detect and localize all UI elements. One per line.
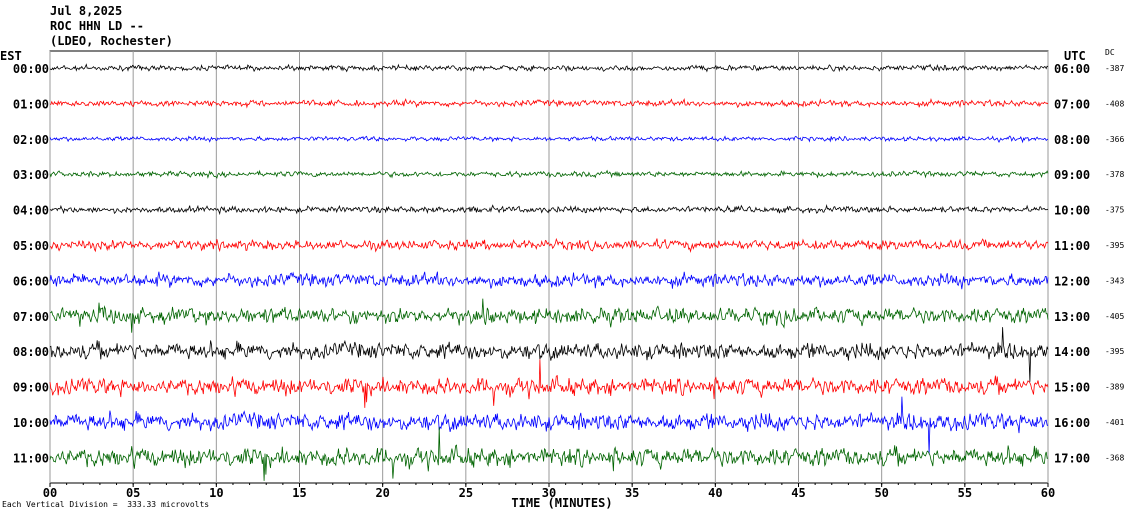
grid (49, 50, 1049, 487)
trace-1500 (49, 359, 1049, 408)
est-hour-label: 04:00 (13, 204, 49, 218)
trace-1100 (49, 237, 1049, 253)
est-hour-label: 08:00 (13, 345, 49, 359)
x-tick-label: 35 (625, 486, 639, 500)
est-hour-label: 01:00 (13, 97, 49, 111)
est-hour-label: 02:00 (13, 133, 49, 147)
utc-hour-label: 09:00 (1054, 168, 1090, 182)
trace-1400 (49, 327, 1049, 382)
dc-offset-label: -405 (1105, 312, 1124, 321)
est-hour-label: 07:00 (13, 310, 49, 324)
est-hour-label: 03:00 (13, 168, 49, 182)
utc-hour-label: 13:00 (1054, 310, 1090, 324)
x-tick-label: 00 (43, 486, 57, 500)
utc-hour-label: 11:00 (1054, 239, 1090, 253)
station-label: ROC HHN LD -- (50, 19, 144, 33)
date-label: Jul 8,2025 (50, 4, 123, 18)
dc-offset-label: -366 (1105, 135, 1124, 144)
est-hour-label: 09:00 (13, 381, 49, 395)
source-label: (LDEO, Rochester) (50, 34, 173, 48)
utc-hour-label: 15:00 (1054, 381, 1090, 395)
est-hour-label: 10:00 (13, 416, 49, 430)
dc-offset-label: -395 (1105, 347, 1124, 356)
x-axis-label: TIME (MINUTES) (511, 496, 612, 510)
x-tick-label: 10 (209, 486, 223, 500)
dc-offset-label: -387 (1105, 64, 1124, 73)
dc-offset-label: -378 (1105, 170, 1124, 179)
dc-offset-label: -408 (1105, 99, 1124, 108)
trace-1600 (49, 396, 1049, 455)
utc-hour-label: 16:00 (1054, 416, 1090, 430)
dc-offset-label: -368 (1105, 453, 1124, 462)
dc-offset-label: -375 (1105, 206, 1124, 215)
dc-offset-label: -343 (1105, 276, 1124, 285)
utc-hour-label: 10:00 (1054, 204, 1090, 218)
x-tick-label: 45 (791, 486, 805, 500)
est-hour-label: 05:00 (13, 239, 49, 253)
est-hour-label: 06:00 (13, 274, 49, 288)
dc-offset-label: -401 (1105, 418, 1124, 427)
est-hour-label: 00:00 (13, 62, 49, 76)
dc-offset-label: -389 (1105, 383, 1124, 392)
dc-title: DC (1105, 48, 1115, 57)
trace-0700 (49, 97, 1049, 109)
x-tick-label: 25 (459, 486, 473, 500)
est-title: EST (0, 49, 22, 63)
trace-1200 (49, 271, 1049, 290)
trace-0600 (50, 63, 1049, 73)
labels: 00 05 10 15 20 25 30 35 40 45 50 55 60 TIME (MINUTES)… (13, 62, 1125, 510)
utc-hour-label: 12:00 (1054, 274, 1090, 288)
utc-hour-label: 08:00 (1054, 133, 1090, 147)
trace-1000 (49, 204, 1049, 216)
x-tick-label: 05 (126, 486, 140, 500)
scale-note: Each Vertical Division = 333.33 microvol… (2, 500, 210, 509)
traces (49, 63, 1049, 481)
utc-hour-label: 17:00 (1054, 451, 1090, 465)
x-tick-label: 30 (542, 486, 556, 500)
utc-hour-label: 14:00 (1054, 345, 1090, 359)
trace-0800 (49, 135, 1049, 144)
x-tick-label: 55 (958, 486, 972, 500)
dc-offset-label: -395 (1105, 241, 1124, 250)
x-tick-label: 40 (708, 486, 722, 500)
utc-hour-label: 06:00 (1054, 62, 1090, 76)
utc-title: UTC (1064, 49, 1086, 63)
utc-hour-label: 07:00 (1054, 97, 1090, 111)
est-hour-label: 11:00 (13, 451, 49, 465)
x-tick-label: 60 (1041, 486, 1055, 500)
x-tick-label: 15 (292, 486, 306, 500)
trace-1300 (49, 298, 1049, 333)
x-tick-label: 50 (874, 486, 888, 500)
x-tick-label: 20 (375, 486, 389, 500)
trace-0900 (49, 169, 1049, 179)
trace-1700 (49, 427, 1049, 481)
